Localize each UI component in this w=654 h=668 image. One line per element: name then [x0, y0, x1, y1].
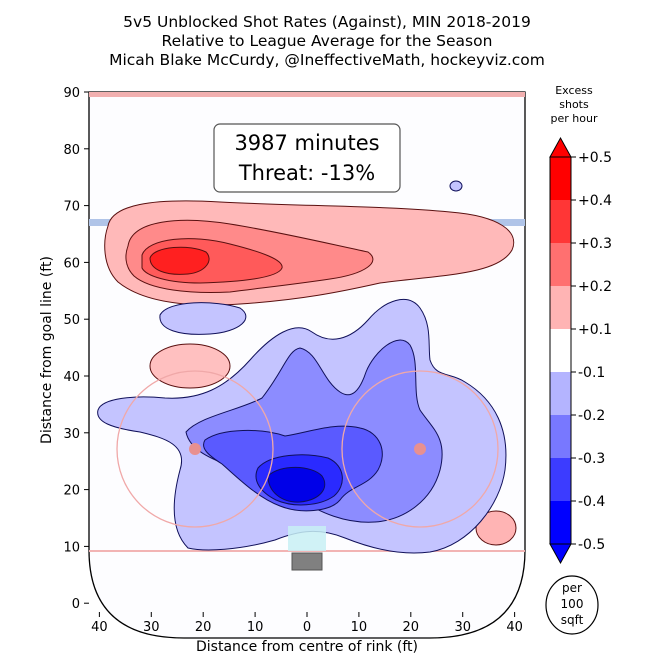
contour-field: [89, 92, 525, 571]
chart-subtitle: Relative to League Average for the Seaso…: [161, 32, 493, 50]
y-axis: 0 10 20 30 40 50 60 70 80 90: [63, 86, 89, 612]
unit-badge-line-1: per: [562, 581, 582, 595]
colorbar-band: [550, 329, 571, 372]
unit-badge: [545, 575, 599, 635]
info-box: [213, 123, 401, 193]
colorbar-label-2: shots: [559, 98, 589, 111]
info-threat: Threat: -13%: [238, 161, 375, 185]
positive-region-right-corner: [475, 510, 517, 546]
colorbar-band: [550, 286, 571, 329]
x-tick-label: 10: [247, 620, 264, 635]
colorbar-extend-bottom: [549, 543, 572, 565]
unit-badge-line-2: 100: [561, 597, 584, 611]
y-tick-label: 0: [72, 597, 80, 612]
goal-net: [291, 552, 323, 571]
unit-badge-line-3: sqft: [561, 613, 584, 627]
colorbar-band: [550, 458, 571, 501]
positive-region-peak: [149, 246, 210, 275]
negative-region-small: [449, 180, 463, 192]
colorbar: +0.5 +0.4 +0.3 +0.2 +0.1 -0.1 -0.2 -0.3 -0.4 -0.5: [549, 136, 612, 565]
x-tick-label: 20: [195, 620, 212, 635]
y-tick-label: 50: [63, 313, 80, 328]
colorbar-tick-label: -0.5: [578, 537, 605, 553]
y-tick-label: 90: [63, 86, 80, 101]
goal-crease: [288, 526, 326, 551]
y-tick-label: 10: [63, 540, 80, 555]
colorbar-label-3: per hour: [551, 112, 598, 125]
y-tick-label: 60: [63, 256, 80, 271]
x-tick-label: 30: [143, 620, 160, 635]
colorbar-tick-label: +0.2: [578, 279, 612, 295]
colorbar-band: [550, 200, 571, 243]
x-tick-label: 40: [506, 620, 523, 635]
x-tick-label: 0: [303, 620, 311, 635]
colorbar-label-1: Excess: [555, 84, 593, 97]
y-tick-label: 70: [63, 200, 80, 215]
y-tick-label: 40: [63, 370, 80, 385]
positive-region-left-circle: [149, 343, 231, 389]
left-faceoff-dot: [189, 443, 201, 455]
colorbar-band: [550, 157, 571, 200]
colorbar-band: [550, 243, 571, 286]
colorbar-frame: [549, 156, 572, 545]
colorbar-band: [550, 372, 571, 415]
x-tick-label: 20: [403, 620, 420, 635]
colorbar-extend-top: [549, 136, 572, 158]
x-axis: 40 30 20 10 0 10 20 30 40: [91, 612, 523, 635]
colorbar-tick-label: -0.2: [578, 408, 605, 424]
colorbar-tick-label: -0.1: [578, 365, 605, 381]
x-tick-label: 30: [454, 620, 471, 635]
y-tick-label: 30: [63, 427, 80, 442]
chart-credit: Micah Blake McCurdy, @IneffectiveMath, h…: [109, 51, 545, 69]
colorbar-tick-label: -0.3: [578, 451, 605, 467]
chart-title: 5v5 Unblocked Shot Rates (Against), MIN …: [123, 13, 531, 31]
x-tick-label: 10: [351, 620, 368, 635]
colorbar-tick-label: -0.4: [578, 494, 605, 510]
x-tick-label: 40: [91, 620, 108, 635]
left-faceoff-circle: [116, 370, 274, 528]
x-axis-label: Distance from centre of rink (ft): [196, 639, 418, 655]
colorbar-band: [550, 415, 571, 458]
info-minutes: 3987 minutes: [234, 131, 379, 155]
right-faceoff-circle: [341, 370, 499, 528]
colorbar-tick-label: +0.4: [578, 193, 612, 209]
y-axis-label: Distance from goal line (ft): [39, 256, 55, 444]
negative-region-peak: [267, 466, 326, 503]
red-line: [89, 92, 525, 97]
y-tick-label: 80: [63, 143, 80, 158]
colorbar-tick-label: +0.3: [578, 236, 612, 252]
colorbar-band: [550, 501, 571, 544]
negative-region-left-point: [159, 302, 247, 335]
y-tick-label: 20: [63, 484, 80, 499]
colorbar-tick-label: +0.1: [578, 322, 612, 338]
colorbar-tick-label: +0.5: [578, 150, 612, 166]
right-faceoff-dot: [414, 443, 426, 455]
